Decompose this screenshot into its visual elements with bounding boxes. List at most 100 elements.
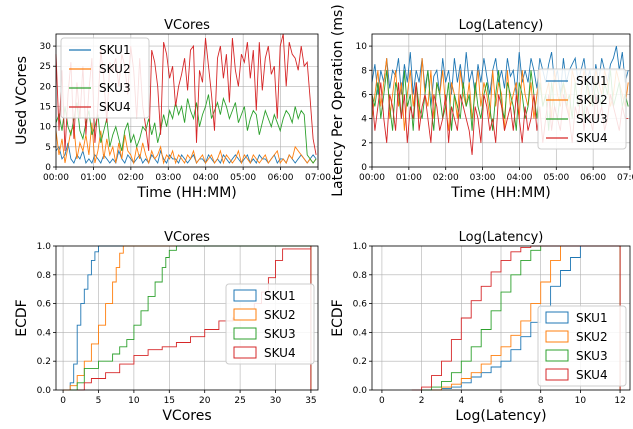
y-tick-label: 0.2 <box>37 357 51 367</box>
y-tick-label: 30 <box>40 42 52 52</box>
x-tick-label: 25 <box>234 396 245 406</box>
y-tick-label: 0 <box>361 163 367 173</box>
y-axis-label: ECDF <box>14 299 30 336</box>
legend: SKU1 SKU2 SKU3 SKU4 <box>225 283 315 365</box>
legend-label: SKU1 <box>264 289 296 303</box>
x-tick-label: 03:00 <box>470 173 496 183</box>
x-tick-label: 4 <box>458 396 464 406</box>
y-tick-label: 10 <box>40 123 52 133</box>
y-tick-label: 1.0 <box>37 242 52 252</box>
plot-frame <box>371 33 631 168</box>
series-line-sku2 <box>55 122 317 165</box>
chart-panel-2: 00:00 01:00 02:00 03:00 04:00 05:00 06:00 07:00… <box>330 4 633 201</box>
y-tick-label: 0.6 <box>353 300 368 310</box>
legend-label: SKU2 <box>99 62 131 76</box>
x-tick-label: 00:00 <box>43 173 69 183</box>
chart-title: Log(Latency) <box>459 230 544 245</box>
y-tick-label: 0.0 <box>37 386 52 396</box>
x-axis-label: VCores <box>162 408 211 424</box>
y-tick-label: 6 <box>361 90 367 100</box>
x-tick-label: 04:00 <box>193 173 219 183</box>
x-axis-label: Time (HH:MM) <box>136 185 237 201</box>
y-tick-label: 4 <box>361 115 367 125</box>
y-axis-label: Used VCores <box>14 56 30 145</box>
chart-title: VCores <box>164 230 210 245</box>
series-line-sku4 <box>411 245 621 391</box>
x-tick-label: 00:00 <box>359 173 385 183</box>
legend-swatch <box>233 308 257 321</box>
legend-label: SKU3 <box>264 327 296 341</box>
y-tick-label: 0 <box>45 163 51 173</box>
x-tick-label: 10 <box>575 396 587 406</box>
chart-title: VCores <box>164 18 210 33</box>
y-axis-label: Latency Per Operation (ms) <box>330 4 346 197</box>
legend: SKU1 SKU2 SKU3 SKU4 <box>60 37 150 119</box>
legend-box <box>537 305 627 387</box>
y-tick-label: 0.4 <box>37 328 52 338</box>
x-tick-label: 8 <box>538 396 544 406</box>
y-tick-label: 25 <box>40 62 51 72</box>
series-line-sku2 <box>421 245 621 391</box>
x-tick-label: 12 <box>614 396 625 406</box>
legend-swatch <box>233 327 257 340</box>
x-tick-label: 05:00 <box>230 173 256 183</box>
x-tick-label: 5 <box>96 396 102 406</box>
x-tick-label: 07:00 <box>305 173 331 183</box>
x-tick-label: 07:00 <box>617 173 633 183</box>
chart-panel-3: 0 5 10 15 20 25 30 35 0.0 0.2 0.4 0.6 0.8 1.0 VCores VC… <box>14 230 319 424</box>
legend-box <box>225 283 315 365</box>
chart-panel-4: 0 2 4 6 8 10 12 0.0 0.2 0.4 0.6 0.8 1.0 Log(Latency) L… <box>330 230 631 424</box>
x-tick-label: 06:00 <box>268 173 294 183</box>
legend-swatch <box>545 349 569 362</box>
plot-frame <box>55 245 319 391</box>
legend: SKU1 SKU2 SKU3 SKU4 <box>537 68 627 150</box>
y-tick-label: 0.8 <box>37 271 52 281</box>
legend-label: SKU4 <box>99 100 131 114</box>
legend-label: SKU2 <box>576 330 608 344</box>
legend-swatch <box>545 311 569 324</box>
legend: SKU1 SKU2 SKU3 SKU4 <box>537 305 627 387</box>
x-tick-label: 15 <box>164 396 175 406</box>
x-axis-label: Time (HH:MM) <box>450 185 551 201</box>
plot-frame <box>55 33 319 168</box>
y-tick-label: 1.0 <box>353 242 368 252</box>
y-tick-label: 5 <box>45 143 51 153</box>
x-tick-label: 35 <box>305 396 316 406</box>
x-tick-label: 10 <box>128 396 140 406</box>
y-tick-label: 0.6 <box>37 300 52 310</box>
y-tick-label: 0.8 <box>353 271 368 281</box>
y-tick-label: 2 <box>361 139 367 149</box>
series-line-sku3 <box>70 245 312 391</box>
x-tick-label: 6 <box>498 396 504 406</box>
y-tick-label: 0.4 <box>353 328 368 338</box>
y-tick-label: 8 <box>361 66 367 76</box>
x-tick-label: 30 <box>270 396 282 406</box>
y-axis-label: ECDF <box>330 299 346 336</box>
series-line-sku1 <box>63 245 312 391</box>
legend-label: SKU3 <box>576 349 608 363</box>
chart-panel-1: 00:00 01:00 02:00 03:00 04:00 05:00 06:00 07:00… <box>14 18 331 201</box>
x-axis-label: Log(Latency) <box>455 408 546 424</box>
x-tick-label: 05:00 <box>543 173 569 183</box>
legend-label: SKU2 <box>264 308 296 322</box>
x-tick-label: 03:00 <box>155 173 181 183</box>
legend-label: SKU1 <box>576 74 608 88</box>
y-tick-label: 20 <box>40 82 52 92</box>
x-tick-label: 02:00 <box>118 173 144 183</box>
legend-label: SKU3 <box>576 112 608 126</box>
legend-label: SKU1 <box>576 311 608 325</box>
legend-swatch <box>233 346 257 359</box>
legend-label: SKU3 <box>99 81 131 95</box>
series-line-sku4 <box>77 246 312 391</box>
series-line-sku2 <box>63 245 312 391</box>
x-tick-label: 06:00 <box>580 173 606 183</box>
x-tick-label: 0 <box>60 396 66 406</box>
series-line-sku3 <box>55 94 317 164</box>
y-tick-label: 0.2 <box>353 357 367 367</box>
x-tick-label: 01:00 <box>396 173 422 183</box>
x-tick-label: 01:00 <box>80 173 106 183</box>
y-tick-label: 10 <box>356 42 368 52</box>
x-tick-label: 20 <box>199 396 211 406</box>
y-tick-label: 0.0 <box>353 386 368 396</box>
